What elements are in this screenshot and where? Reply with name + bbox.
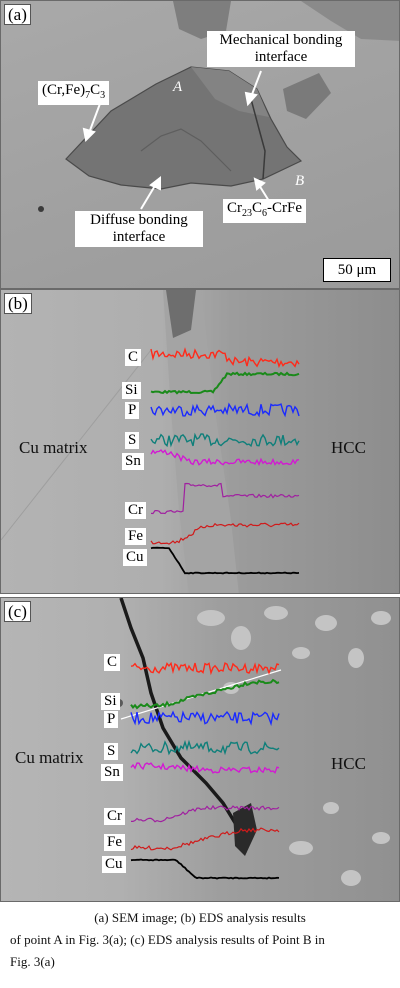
cu-matrix-label: Cu matrix bbox=[15, 748, 84, 767]
diffuse-interface-callout: Diffuse bonding interface bbox=[75, 211, 203, 247]
carbide-callout: (Cr,Fe)7C3 bbox=[38, 81, 110, 105]
element-label-cu: Cu bbox=[123, 549, 147, 566]
element-label-sn: Sn bbox=[122, 453, 144, 470]
element-label-cu: Cu bbox=[102, 856, 126, 873]
eds-profile-sn bbox=[130, 762, 280, 774]
cr23-callout: Cr23C6-CrFe bbox=[223, 199, 307, 223]
caption-line-3: Fig. 3(a) bbox=[10, 954, 55, 969]
point-a-marker: A bbox=[173, 79, 183, 95]
panel-a-sem-image: (a) Mechanical bonding interface (Cr,Fe)… bbox=[0, 0, 400, 289]
eds-profile-p bbox=[150, 402, 300, 418]
eds-profile-sn bbox=[150, 449, 300, 467]
caption-line-1: (a) SEM image; (b) EDS analysis results bbox=[94, 910, 306, 925]
eds-profile-c bbox=[130, 661, 280, 676]
panel-c-graphic bbox=[115, 598, 391, 886]
interface-crack bbox=[250, 98, 266, 180]
eds-profile-cu bbox=[130, 858, 280, 880]
eds-profile-c bbox=[150, 347, 300, 369]
crack-line bbox=[119, 598, 247, 854]
grain-crack bbox=[140, 128, 232, 172]
element-label-fe: Fe bbox=[104, 834, 125, 851]
carbide-facet bbox=[191, 67, 269, 117]
eds-profile-cr bbox=[131, 804, 280, 823]
panel-a-label: (a) bbox=[4, 4, 31, 25]
panel-b-graphic bbox=[1, 290, 300, 593]
hcc-label: HCC bbox=[331, 754, 366, 773]
element-label-si: Si bbox=[101, 693, 120, 710]
point-b-marker: B bbox=[295, 173, 305, 189]
dark-grain-right bbox=[283, 73, 331, 119]
scratch-line bbox=[1, 349, 152, 541]
mechanical-interface-callout: Mechanical bonding interface bbox=[207, 31, 355, 67]
element-label-s: S bbox=[104, 743, 119, 760]
element-label-p: P bbox=[125, 402, 140, 419]
defect-spot bbox=[38, 206, 44, 212]
element-label-p: P bbox=[104, 711, 119, 728]
dark-grain-topright bbox=[301, 1, 399, 41]
caption-line-2: of point A in Fig. 3(a); (c) EDS analysi… bbox=[10, 932, 325, 947]
eds-profile-fe bbox=[130, 827, 280, 851]
hcc-label: HCC bbox=[331, 438, 366, 457]
panel-b-label: (b) bbox=[4, 293, 32, 314]
eds-profile-s bbox=[150, 432, 300, 448]
panel-c-label: (c) bbox=[4, 601, 31, 622]
eds-profile-p bbox=[130, 710, 280, 727]
panel-c-eds: (c) Cu matrix HCC C Si P S Sn Cr Fe Cu bbox=[0, 597, 400, 902]
element-label-cr: Cr bbox=[104, 808, 125, 825]
eds-profile-fe bbox=[150, 522, 300, 545]
eds-profile-si bbox=[150, 371, 300, 395]
element-label-sn: Sn bbox=[101, 764, 123, 781]
hcc-speckles bbox=[197, 606, 391, 886]
element-label-s: S bbox=[125, 432, 140, 449]
eds-profile-si bbox=[130, 678, 280, 710]
element-label-c: C bbox=[125, 349, 142, 366]
scale-bar: 50 μm bbox=[323, 258, 391, 282]
dark-grain-top bbox=[173, 1, 231, 39]
element-label-si: Si bbox=[122, 382, 141, 399]
eds-profile-cr bbox=[150, 482, 300, 515]
callout-arrows bbox=[82, 70, 270, 210]
cu-matrix-label: Cu matrix bbox=[19, 438, 88, 457]
element-label-fe: Fe bbox=[125, 528, 146, 545]
interface-pore bbox=[166, 290, 196, 338]
panel-b-eds: (b) Cu matrix HCC C Si P S Sn Cr Fe Cu bbox=[0, 289, 400, 594]
element-label-c: C bbox=[104, 654, 121, 671]
interface-band bbox=[163, 290, 239, 593]
eds-profile-s bbox=[130, 739, 280, 756]
element-label-cr: Cr bbox=[125, 502, 146, 519]
eds-profile-cu bbox=[150, 546, 300, 575]
sem-image-graphic bbox=[38, 1, 399, 212]
